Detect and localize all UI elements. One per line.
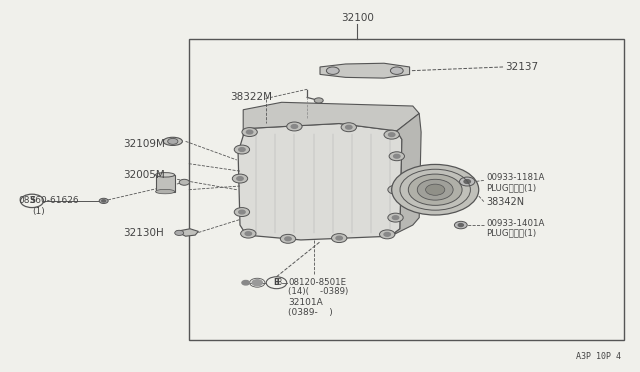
- Circle shape: [179, 179, 189, 185]
- Polygon shape: [390, 113, 421, 236]
- Circle shape: [384, 232, 390, 236]
- Text: 32130H: 32130H: [123, 228, 164, 237]
- Bar: [189, 39, 624, 340]
- Text: 00933-1401A: 00933-1401A: [486, 219, 545, 228]
- Circle shape: [287, 122, 302, 131]
- Circle shape: [426, 184, 445, 195]
- Circle shape: [242, 128, 257, 137]
- Text: 08360-61626: 08360-61626: [18, 196, 79, 205]
- Circle shape: [99, 198, 108, 203]
- Circle shape: [285, 237, 291, 241]
- Circle shape: [458, 224, 463, 227]
- Ellipse shape: [163, 137, 182, 145]
- Circle shape: [394, 154, 400, 158]
- Circle shape: [414, 182, 418, 185]
- Polygon shape: [243, 102, 419, 136]
- Circle shape: [452, 195, 456, 198]
- Circle shape: [102, 200, 106, 202]
- Circle shape: [326, 67, 339, 74]
- Circle shape: [464, 180, 470, 183]
- Circle shape: [460, 177, 475, 186]
- Circle shape: [388, 185, 403, 194]
- Circle shape: [252, 280, 262, 286]
- Circle shape: [314, 98, 323, 103]
- Circle shape: [417, 179, 453, 200]
- Text: PLUGブラグ(1): PLUGブラグ(1): [486, 228, 536, 237]
- Text: S: S: [29, 196, 35, 205]
- Text: B: B: [276, 278, 281, 287]
- Text: 32005M: 32005M: [123, 170, 164, 180]
- Circle shape: [389, 152, 404, 161]
- Circle shape: [433, 202, 437, 204]
- Circle shape: [175, 230, 184, 235]
- Circle shape: [456, 189, 460, 191]
- Polygon shape: [176, 229, 198, 236]
- Circle shape: [241, 229, 256, 238]
- Circle shape: [392, 164, 479, 215]
- Circle shape: [341, 123, 356, 132]
- Text: (0389-    ): (0389- ): [288, 308, 333, 317]
- Circle shape: [454, 221, 467, 229]
- Circle shape: [422, 200, 426, 202]
- Text: 32100: 32100: [340, 13, 374, 23]
- Circle shape: [452, 182, 456, 185]
- Circle shape: [245, 232, 252, 235]
- Circle shape: [332, 234, 347, 243]
- Circle shape: [242, 280, 250, 285]
- Circle shape: [336, 236, 342, 240]
- Text: (14)(    -0389): (14)( -0389): [288, 287, 348, 296]
- Circle shape: [388, 133, 395, 137]
- Polygon shape: [156, 175, 175, 192]
- Circle shape: [380, 230, 395, 239]
- Circle shape: [444, 200, 448, 202]
- Circle shape: [390, 67, 403, 74]
- Text: 08120-8501E: 08120-8501E: [288, 278, 346, 287]
- Circle shape: [414, 195, 418, 198]
- Polygon shape: [238, 124, 402, 240]
- Circle shape: [168, 138, 178, 144]
- Circle shape: [234, 208, 250, 217]
- Circle shape: [433, 176, 437, 178]
- Text: 32101A: 32101A: [288, 298, 323, 307]
- Circle shape: [234, 145, 250, 154]
- Circle shape: [237, 177, 243, 180]
- Circle shape: [392, 188, 399, 192]
- Circle shape: [291, 125, 298, 128]
- Ellipse shape: [156, 173, 175, 177]
- Text: 38342N: 38342N: [486, 197, 525, 206]
- Text: 00933-1181A: 00933-1181A: [486, 173, 545, 182]
- Circle shape: [444, 177, 448, 180]
- Circle shape: [280, 234, 296, 243]
- Ellipse shape: [156, 189, 175, 194]
- Text: 38322M: 38322M: [230, 92, 273, 102]
- Text: B: B: [274, 278, 279, 287]
- Circle shape: [346, 125, 352, 129]
- Circle shape: [392, 216, 399, 219]
- Polygon shape: [320, 63, 410, 78]
- Text: 32109M: 32109M: [123, 139, 164, 149]
- Text: (1): (1): [32, 207, 45, 216]
- Circle shape: [246, 130, 253, 134]
- Circle shape: [411, 189, 415, 191]
- Text: A3P 10P 4: A3P 10P 4: [576, 352, 621, 361]
- Text: 32137: 32137: [506, 62, 539, 72]
- Circle shape: [232, 174, 248, 183]
- Circle shape: [408, 174, 462, 205]
- Circle shape: [388, 213, 403, 222]
- Circle shape: [239, 148, 245, 151]
- Circle shape: [384, 130, 399, 139]
- Circle shape: [239, 210, 245, 214]
- Text: PLUGブラグ(1): PLUGブラグ(1): [486, 183, 536, 192]
- Circle shape: [422, 177, 426, 180]
